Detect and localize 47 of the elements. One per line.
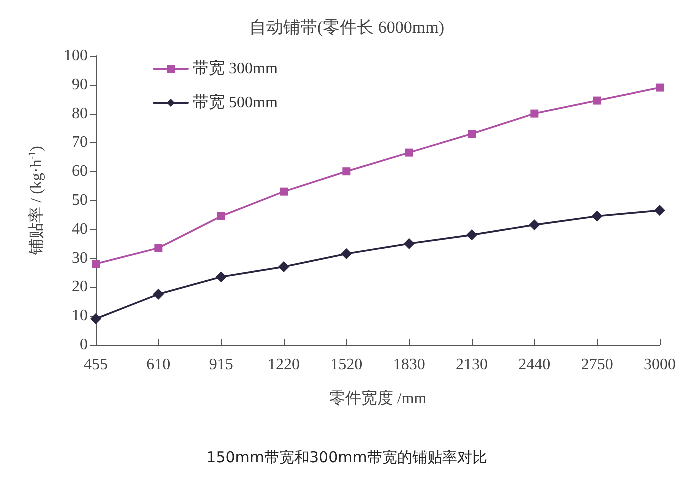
point (278, 261, 290, 272)
y-tick-label: 20 (72, 278, 88, 296)
y-tick-label: 60 (72, 163, 88, 180)
point (656, 84, 664, 92)
y-tick-label: 80 (72, 105, 88, 122)
point (90, 313, 102, 324)
x-tick-label: 610 (146, 356, 171, 374)
y-tick-label: 0 (80, 336, 88, 354)
legend-label: 带宽 500mm (193, 94, 278, 112)
x-tick-label: 1520 (330, 356, 363, 374)
point (280, 188, 288, 196)
text: 150mm带宽和300mm带宽的铺贴率对比 (206, 448, 488, 466)
x-tick-label: 2440 (518, 356, 551, 374)
point (342, 168, 351, 176)
point (466, 230, 478, 241)
point (593, 96, 602, 105)
x-tick-label: 455 (84, 356, 108, 374)
point (530, 110, 539, 118)
chart-title: 自动铺带(零件长 6000mm) (249, 18, 445, 37)
point (654, 205, 666, 216)
point (216, 272, 227, 283)
x-tick-label: 2130 (456, 356, 488, 374)
point (404, 238, 415, 250)
y-tick-label: 100 (64, 48, 88, 64)
x-tick-label: 2750 (581, 356, 614, 374)
x-tick-label: 1220 (268, 356, 300, 374)
y-axis-title: 铺贴率 / (kg·h-1) (28, 146, 46, 256)
point (217, 212, 226, 220)
point (341, 248, 352, 260)
y-tick-label: 10 (72, 308, 88, 325)
x-axis-title: 零件宽度 /mm (329, 390, 428, 408)
y-tick-label: 40 (72, 220, 88, 238)
point (592, 210, 603, 222)
x-tick-label: 3000 (644, 356, 676, 374)
x-tick-label: 915 (209, 356, 234, 374)
point (468, 130, 476, 138)
legend-label: 带宽 300mm (193, 60, 278, 78)
y-tick-label: 30 (72, 250, 88, 267)
y-tick-label: 90 (72, 76, 88, 94)
point (154, 244, 163, 252)
point (153, 288, 164, 300)
x-tick-label: 1830 (393, 356, 426, 374)
point (529, 220, 540, 231)
point (92, 260, 100, 268)
y-tick-label: 70 (72, 134, 88, 152)
y-tick-label: 50 (72, 192, 88, 209)
point (405, 148, 414, 157)
